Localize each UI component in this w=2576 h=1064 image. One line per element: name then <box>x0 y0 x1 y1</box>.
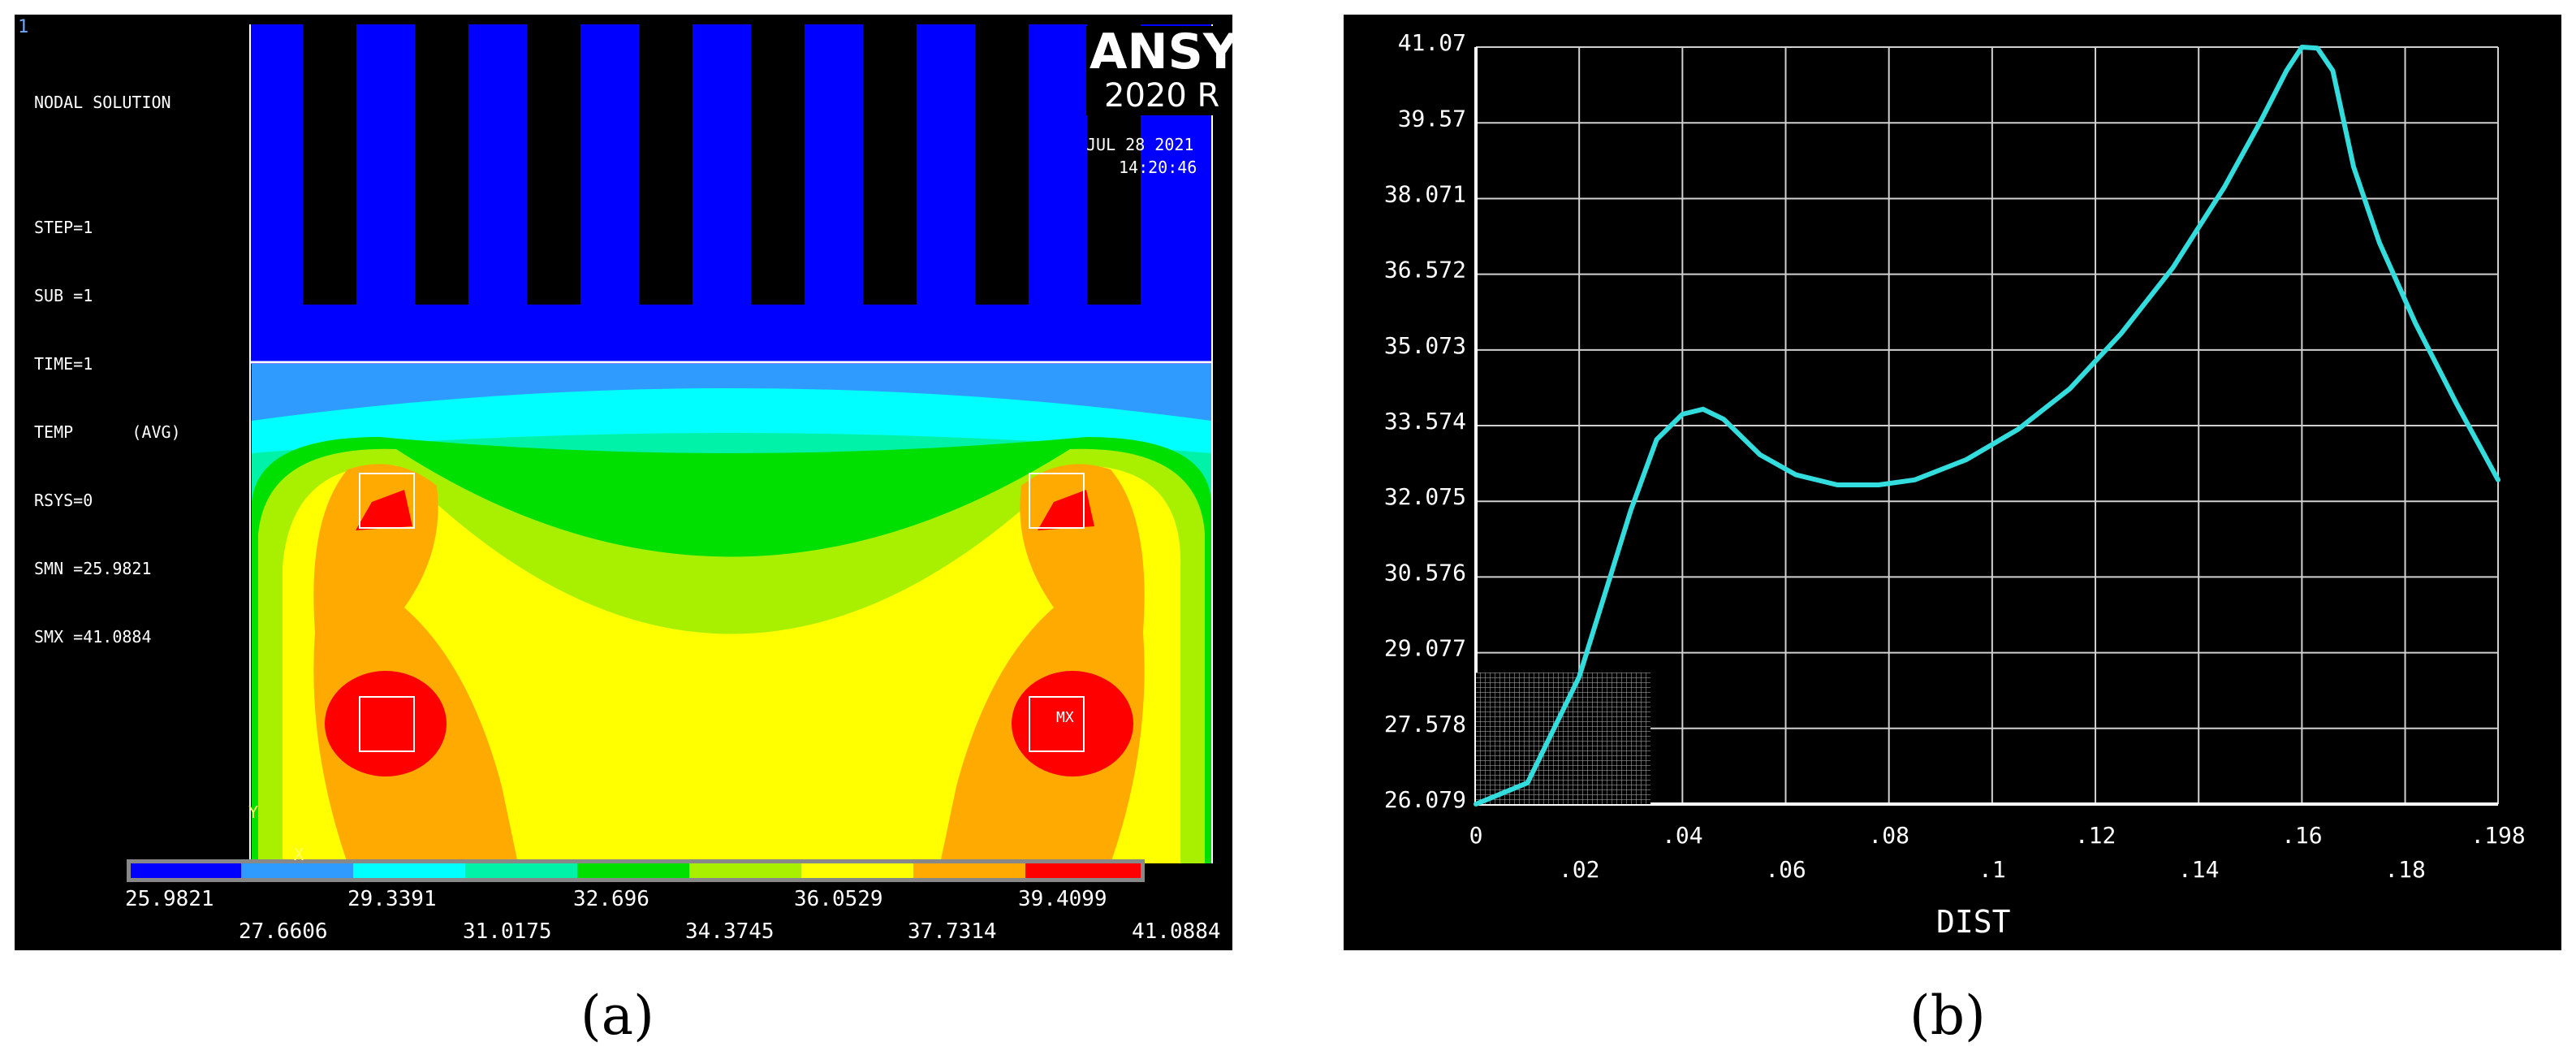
legend-label: 32.696 <box>573 887 649 911</box>
caption-a: (a) <box>580 984 654 1047</box>
x-tick-label: .16 <box>2281 822 2323 849</box>
y-tick-label: 30.576 <box>1384 559 1466 586</box>
axis-x-label: X <box>294 845 304 864</box>
solution-info: NODAL SOLUTION STEP=1 SUB =1 TIME=1 TEMP… <box>34 45 181 694</box>
caption-b: (b) <box>1909 984 1986 1047</box>
x-tick-labels: 0 .02 .04 .06 .08 .1 .12 .14 .16 .18 .198 <box>1469 822 2526 883</box>
legend-label: 41.0884 <box>1132 919 1221 944</box>
x-tick-label: .02 <box>1559 856 1600 883</box>
x-tick-label: .12 <box>2075 822 2116 849</box>
legend-label: 29.3391 <box>347 887 437 911</box>
max-marker: MX <box>1056 709 1074 726</box>
y-tick-label: 35.073 <box>1384 332 1466 359</box>
axis-y-label: Y <box>248 802 259 822</box>
contour-legend-bar <box>127 859 1145 882</box>
temperature-contours <box>252 364 1211 863</box>
info-line: NODAL SOLUTION <box>34 93 171 112</box>
legend-label: 37.7314 <box>908 919 997 944</box>
y-tick-label: 39.57 <box>1398 105 1466 132</box>
legend-hatch-box <box>1476 673 1650 804</box>
series-layer <box>1474 45 2500 807</box>
info-line: SMN =25.9821 <box>34 559 152 578</box>
legend-label: 25.9821 <box>125 887 214 911</box>
ansys-logo: ANSYS 2020 R <box>1086 24 1274 115</box>
contour-plot-panel: 1 NODAL SOLUTION STEP=1 SUB =1 TIME=1 TE… <box>15 15 1274 950</box>
window-number: 1 <box>18 17 29 37</box>
y-tick-labels: 26.079 27.578 29.077 30.576 32.075 33.574 35.0… <box>1384 29 1466 813</box>
y-tick-label: 33.574 <box>1384 408 1466 435</box>
version-text: 2020 R <box>1104 77 1220 115</box>
legend-label: 36.0529 <box>794 887 883 911</box>
y-tick-label: 26.079 <box>1384 786 1466 813</box>
x-tick-label: .198 <box>2470 822 2525 849</box>
x-tick-label: .08 <box>1868 822 1909 849</box>
x-tick-label: .06 <box>1765 856 1806 883</box>
y-tick-label: 41.07 <box>1398 29 1466 56</box>
x-tick-label: .1 <box>1978 856 2006 883</box>
info-line <box>34 159 181 171</box>
x-tick-label: .14 <box>2178 856 2220 883</box>
series-line <box>1474 45 2500 807</box>
time-text: 14:20:46 <box>1119 158 1197 177</box>
heat-source-outlines <box>359 473 1085 752</box>
y-tick-label: 32.075 <box>1384 483 1466 510</box>
x-tick-label: 0 <box>1469 822 1483 849</box>
y-tick-label: 29.077 <box>1384 635 1466 662</box>
info-line: TEMP (AVG) <box>34 422 181 442</box>
x-tick-label: .04 <box>1662 822 1703 849</box>
info-line: STEP=1 <box>34 218 93 237</box>
info-line: TIME=1 <box>34 354 93 374</box>
x-tick-label: .18 <box>2384 856 2426 883</box>
info-line: RSYS=0 <box>34 491 93 510</box>
y-tick-label: 27.578 <box>1384 711 1466 737</box>
info-line: SUB =1 <box>34 286 93 305</box>
temperature-line-chart: 26.079 27.578 29.077 30.576 32.075 33.574 35.0… <box>1384 29 2526 883</box>
info-line: SMX =41.0884 <box>34 627 152 647</box>
y-tick-label: 36.572 <box>1384 257 1466 283</box>
line-plot-panel: 26.079 27.578 29.077 30.576 32.075 33.574 35.0… <box>1344 15 2561 950</box>
logo-text: ANSYS <box>1090 24 1274 80</box>
heat-sink-slots <box>303 24 1141 305</box>
y-tick-label: 38.071 <box>1384 180 1466 207</box>
contour-plot <box>127 24 1213 882</box>
legend-label: 31.0175 <box>463 919 552 944</box>
legend-label: 39.4099 <box>1018 887 1107 911</box>
legend-label: 27.6606 <box>239 919 328 944</box>
x-axis-label: DIST <box>1936 904 2011 940</box>
heat-sink-base <box>250 24 1212 370</box>
legend-label: 34.3745 <box>685 919 775 944</box>
date-text: JUL 28 2021 <box>1086 135 1194 154</box>
